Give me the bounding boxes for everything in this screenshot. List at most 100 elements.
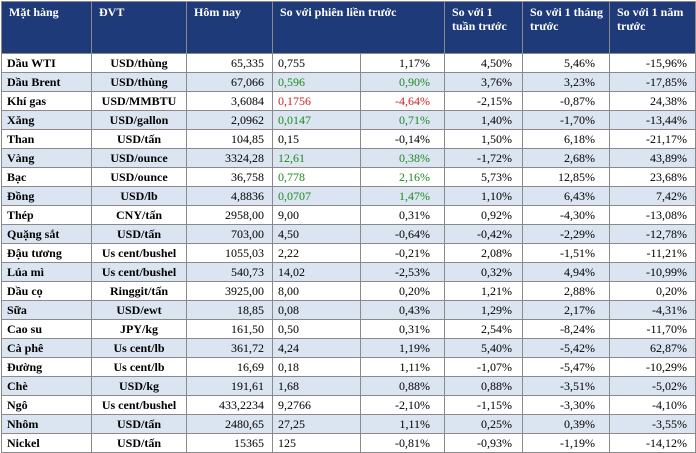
cell-year: -13,08% bbox=[609, 205, 696, 225]
cell-item: Ngô bbox=[1, 395, 92, 415]
cell-month: 12,85% bbox=[522, 167, 610, 187]
cell-week: 0,88% bbox=[444, 376, 523, 396]
cell-today: 104,85 bbox=[186, 129, 273, 149]
cell-today: 703,00 bbox=[186, 224, 273, 244]
table-row: Cà phê Us cent/lb 361,72 4,24 1,19% 5,40% -5,4… bbox=[1, 338, 696, 358]
cell-change: 0,1756 bbox=[272, 91, 361, 111]
cell-year: -10,99% bbox=[609, 262, 696, 282]
cell-unit: USD/ounce bbox=[91, 167, 187, 187]
cell-week: 2,54% bbox=[444, 319, 523, 339]
cell-month: 6,18% bbox=[522, 129, 610, 149]
cell-year: -11,21% bbox=[609, 243, 696, 263]
cell-year: -15,96% bbox=[609, 53, 696, 73]
cell-month: -3,51% bbox=[522, 376, 610, 396]
cell-month: 5,46% bbox=[522, 53, 610, 73]
cell-today: 3,6084 bbox=[186, 91, 273, 111]
cell-change: 27,25 bbox=[272, 414, 361, 434]
cell-month: -4,30% bbox=[522, 205, 610, 225]
cell-item: Vàng bbox=[1, 148, 92, 168]
cell-week: 5,40% bbox=[444, 338, 523, 358]
cell-change: 4,50 bbox=[272, 224, 361, 244]
table-row: Chè USD/kg 191,61 1,68 0,88% 0,88% -3,51% -5,02… bbox=[1, 376, 696, 396]
cell-change-pct: -0,14% bbox=[360, 129, 445, 149]
cell-change: 12,61 bbox=[272, 148, 361, 168]
cell-unit: USD/thùng bbox=[91, 53, 187, 73]
cell-week: 0,25% bbox=[444, 414, 523, 434]
cell-today: 161,50 bbox=[186, 319, 273, 339]
cell-item: Thép bbox=[1, 205, 92, 225]
cell-week: 1,40% bbox=[444, 110, 523, 130]
cell-today: 16,69 bbox=[186, 357, 273, 377]
cell-year: 62,87% bbox=[609, 338, 696, 358]
cell-year: -21,17% bbox=[609, 129, 696, 149]
table-row: Vàng USD/ounce 3324,28 12,61 0,38% -1,72% 2,68… bbox=[1, 148, 696, 168]
cell-week: 3,76% bbox=[444, 72, 523, 92]
cell-unit: JPY/kg bbox=[91, 319, 187, 339]
cell-week: 2,08% bbox=[444, 243, 523, 263]
cell-unit: USD/ounce bbox=[91, 148, 187, 168]
table-header-row: Mặt hàng ĐVT Hôm nay So với phiên liền t… bbox=[1, 1, 696, 54]
cell-month: -3,30% bbox=[522, 395, 610, 415]
table-row: Bạc USD/ounce 36,758 0,778 2,16% 5,73% 12,85% 2… bbox=[1, 167, 696, 187]
cell-unit: USD/tấn bbox=[91, 433, 187, 453]
cell-unit: USD/lb bbox=[91, 186, 187, 206]
cell-year: 23,68% bbox=[609, 167, 696, 187]
cell-week: 1,10% bbox=[444, 186, 523, 206]
cell-unit: Us cent/bushel bbox=[91, 243, 187, 263]
cell-item: Dầu Brent bbox=[1, 72, 92, 92]
cell-change-pct: 1,11% bbox=[360, 357, 445, 377]
table-row: Cao su JPY/kg 161,50 0,50 0,31% 2,54% -8,24% -1… bbox=[1, 319, 696, 339]
cell-year: -10,29% bbox=[609, 357, 696, 377]
cell-change: 1,68 bbox=[272, 376, 361, 396]
cell-week: -1,15% bbox=[444, 395, 523, 415]
cell-year: -14,12% bbox=[609, 433, 696, 453]
cell-change-pct: 0,38% bbox=[360, 148, 445, 168]
cell-unit: USD/gallon bbox=[91, 110, 187, 130]
cell-change: 0,50 bbox=[272, 319, 361, 339]
cell-month: 3,23% bbox=[522, 72, 610, 92]
table-row: Than USD/tấn 104,85 0,15 -0,14% 1,50% 6,18% -21… bbox=[1, 129, 696, 149]
cell-change: 0,0147 bbox=[272, 110, 361, 130]
cell-change-pct: -0,21% bbox=[360, 243, 445, 263]
table-row: Đồng USD/lb 4,8836 0,0707 1,47% 1,10% 6,43% 7,4… bbox=[1, 186, 696, 206]
cell-item: Cao su bbox=[1, 319, 92, 339]
cell-change: 0,596 bbox=[272, 72, 361, 92]
cell-month: -8,24% bbox=[522, 319, 610, 339]
cell-week: 1,29% bbox=[444, 300, 523, 320]
cell-week: 5,73% bbox=[444, 167, 523, 187]
table-row: Sữa USD/ewt 18,85 0,08 0,43% 1,29% 2,17% -4,31% bbox=[1, 300, 696, 320]
cell-item: Khí gas bbox=[1, 91, 92, 111]
cell-change-pct: 1,19% bbox=[360, 338, 445, 358]
table-row: Lúa mì Us cent/bushel 540,73 14,02 -2,53% 0,3… bbox=[1, 262, 696, 282]
cell-week: -1,07% bbox=[444, 357, 523, 377]
cell-today: 15365 bbox=[186, 433, 273, 453]
cell-item: Quặng sắt bbox=[1, 224, 92, 244]
cell-week: 4,50% bbox=[444, 53, 523, 73]
table-row: Đường Us cent/lb 16,69 0,18 1,11% -1,07% -5,47… bbox=[1, 357, 696, 377]
cell-item: Sữa bbox=[1, 300, 92, 320]
table-row: Dầu WTI USD/thùng 65,335 0,755 1,17% 4,50% 5,4… bbox=[1, 53, 696, 73]
cell-item: Nhôm bbox=[1, 414, 92, 434]
cell-year: -5,02% bbox=[609, 376, 696, 396]
cell-today: 65,335 bbox=[186, 53, 273, 73]
table-row: Xăng USD/gallon 2,0962 0,0147 0,71% 1,40% -1,7… bbox=[1, 110, 696, 130]
cell-unit: CNY/tấn bbox=[91, 205, 187, 225]
cell-today: 540,73 bbox=[186, 262, 273, 282]
table-row: Quặng sắt USD/tấn 703,00 4,50 -0,64% -0,42% -2… bbox=[1, 224, 696, 244]
cell-year: -17,85% bbox=[609, 72, 696, 92]
cell-unit: USD/kg bbox=[91, 376, 187, 396]
cell-item: Dầu cọ bbox=[1, 281, 92, 301]
cell-change: 0,0707 bbox=[272, 186, 361, 206]
cell-today: 4,8836 bbox=[186, 186, 273, 206]
cell-change-pct: 0,20% bbox=[360, 281, 445, 301]
cell-week: -0,93% bbox=[444, 433, 523, 453]
cell-change-pct: -0,64% bbox=[360, 224, 445, 244]
cell-item: Than bbox=[1, 129, 92, 149]
cell-item: Xăng bbox=[1, 110, 92, 130]
cell-change: 0,08 bbox=[272, 300, 361, 320]
cell-change: 0,15 bbox=[272, 129, 361, 149]
cell-change: 14,02 bbox=[272, 262, 361, 282]
cell-unit: Us cent/bushel bbox=[91, 395, 187, 415]
cell-month: 2,88% bbox=[522, 281, 610, 301]
cell-year: -4,31% bbox=[609, 300, 696, 320]
